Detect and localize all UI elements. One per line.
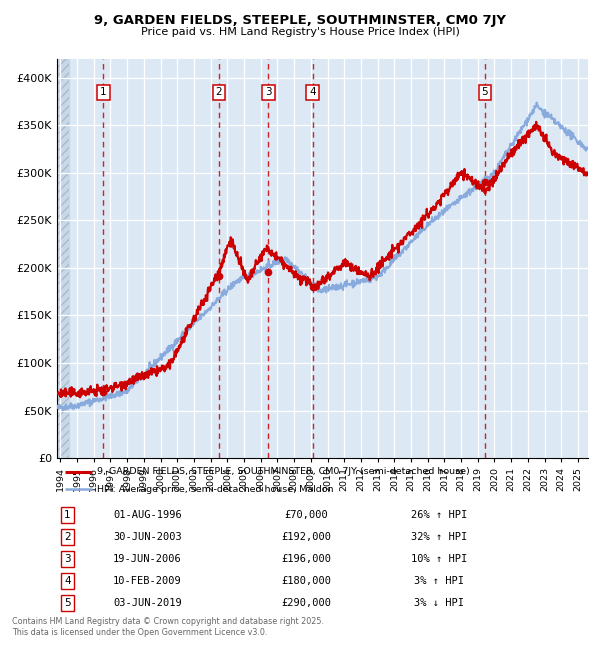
Text: 4: 4	[64, 576, 71, 586]
Text: 01-AUG-1996: 01-AUG-1996	[113, 510, 182, 520]
Text: 26% ↑ HPI: 26% ↑ HPI	[411, 510, 467, 520]
Text: Price paid vs. HM Land Registry's House Price Index (HPI): Price paid vs. HM Land Registry's House …	[140, 27, 460, 37]
Text: 10-FEB-2009: 10-FEB-2009	[113, 576, 182, 586]
Text: 3% ↑ HPI: 3% ↑ HPI	[415, 576, 464, 586]
Text: 1: 1	[64, 510, 71, 520]
Text: 9, GARDEN FIELDS, STEEPLE, SOUTHMINSTER, CM0 7JY: 9, GARDEN FIELDS, STEEPLE, SOUTHMINSTER,…	[94, 14, 506, 27]
Text: 3: 3	[64, 554, 71, 564]
Text: 10% ↑ HPI: 10% ↑ HPI	[411, 554, 467, 564]
Text: 30-JUN-2003: 30-JUN-2003	[113, 532, 182, 542]
Text: £196,000: £196,000	[281, 554, 332, 564]
Text: 5: 5	[64, 598, 71, 608]
Text: 3: 3	[265, 88, 272, 97]
Text: 32% ↑ HPI: 32% ↑ HPI	[411, 532, 467, 542]
Text: £180,000: £180,000	[281, 576, 332, 586]
Text: 1: 1	[100, 88, 107, 97]
Text: Contains HM Land Registry data © Crown copyright and database right 2025.
This d: Contains HM Land Registry data © Crown c…	[12, 618, 324, 637]
Text: 5: 5	[481, 88, 488, 97]
Text: 2: 2	[215, 88, 222, 97]
Text: 2: 2	[64, 532, 71, 542]
Text: 19-JUN-2006: 19-JUN-2006	[113, 554, 182, 564]
Text: £70,000: £70,000	[284, 510, 328, 520]
Text: £192,000: £192,000	[281, 532, 332, 542]
Text: 9, GARDEN FIELDS, STEEPLE, SOUTHMINSTER, CM0 7JY (semi-detached house): 9, GARDEN FIELDS, STEEPLE, SOUTHMINSTER,…	[97, 467, 470, 476]
Text: 03-JUN-2019: 03-JUN-2019	[113, 598, 182, 608]
Text: 4: 4	[310, 88, 316, 97]
Bar	[57, 58, 68, 458]
Text: 3% ↓ HPI: 3% ↓ HPI	[415, 598, 464, 608]
Text: HPI: Average price, semi-detached house, Maldon: HPI: Average price, semi-detached house,…	[97, 485, 334, 494]
Bar	[57, 58, 68, 458]
Text: £290,000: £290,000	[281, 598, 332, 608]
